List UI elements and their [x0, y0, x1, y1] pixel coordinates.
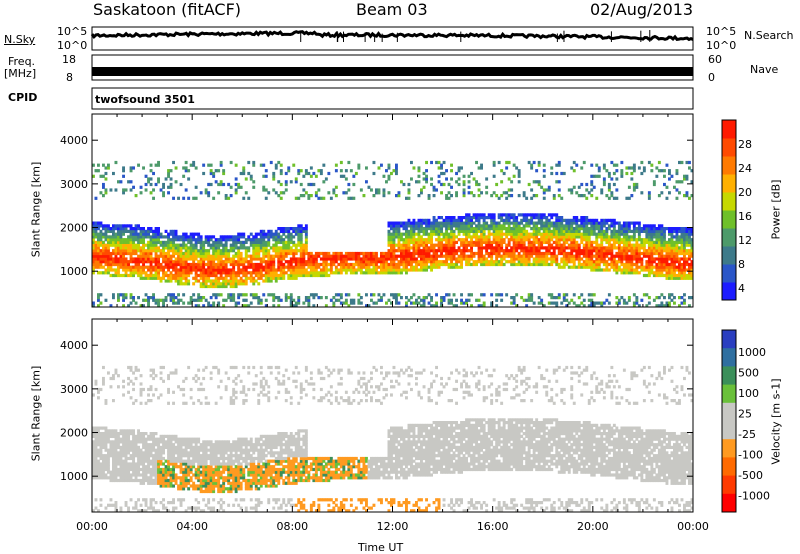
power-colorbar-swatch	[722, 210, 736, 229]
velocity-colorbar-swatch	[722, 384, 736, 404]
nsky-trace	[90, 30, 694, 42]
nave-tick-bottom: 0	[708, 71, 715, 84]
x-tick-label: 16:00	[477, 520, 509, 533]
y-tick-label: 4000	[60, 134, 88, 147]
power-colorbar-tick: 4	[738, 282, 745, 295]
velocity-colorbar-swatch	[722, 493, 736, 513]
nsky-tick-bottom: 10^0	[57, 39, 88, 52]
power-colorbar-swatch	[722, 120, 736, 139]
y-tick-label: 2000	[60, 222, 88, 235]
x-tick-label: 04:00	[176, 520, 208, 533]
cpid-program: twofsound 3501	[95, 93, 195, 106]
power-colorbar-tick: 16	[738, 210, 752, 223]
x-axis-label: Time UT	[358, 541, 404, 554]
velocity-colorbar-tick: -500	[738, 469, 763, 482]
velocity-colorbar-tick: 500	[738, 367, 759, 380]
nsky-tick-top: 10^5	[57, 25, 88, 38]
nave-tick-top: 60	[708, 53, 722, 66]
nave-label: Nave	[750, 63, 779, 76]
velocity-colorbar-swatch	[722, 366, 736, 386]
y-tick-label: 3000	[60, 178, 88, 191]
power-colorbar-swatch	[722, 156, 736, 175]
velocity-colorbar-tick: -1000	[738, 490, 770, 503]
velocity-colorbar-tick: 25	[738, 408, 752, 421]
freq-tick-top: 18	[62, 53, 76, 66]
beam-title: Beam 03	[356, 0, 428, 19]
power-colorbar-swatch	[722, 138, 736, 157]
power-heatmap-cells	[92, 160, 694, 308]
freq-band	[92, 67, 693, 76]
cpid-label: CPID	[8, 91, 38, 104]
power-colorbar-tick: 20	[738, 186, 752, 199]
power-colorbar-frame	[721, 119, 737, 301]
power-colorbar-swatch	[722, 282, 736, 301]
velocity-colorbar-tick: -100	[738, 449, 763, 462]
freq-tick-bottom: 8	[66, 71, 73, 84]
power-colorbar-swatch	[722, 264, 736, 283]
power-colorbar-tick: 24	[738, 162, 752, 175]
x-tick-label: 00:00	[76, 520, 108, 533]
power-colorbar-swatch	[722, 228, 736, 247]
power-colorbar-swatch	[722, 174, 736, 193]
nsearch-label: N.Search	[744, 29, 794, 42]
velocity-colorbar-swatch	[722, 330, 736, 349]
freq-unit-label: [MHz]	[4, 67, 37, 80]
velocity-colorbar-frame	[721, 329, 737, 513]
x-tick-label: 12:00	[377, 520, 409, 533]
power-colorbar-swatch	[722, 246, 736, 265]
velocity-colorbar-swatch	[722, 475, 736, 495]
velocity-colorbar-swatch	[722, 421, 736, 440]
y-tick-label: 3000	[60, 383, 88, 396]
x-tick-label: 08:00	[276, 520, 308, 533]
nsearch-tick-top: 10^5	[706, 25, 737, 38]
power-colorbar-swatch	[722, 192, 736, 211]
power-colorbar-tick: 8	[738, 258, 745, 271]
station-title: Saskatoon (fitACF)	[93, 0, 242, 19]
x-tick-label: 20:00	[577, 520, 609, 533]
date-title: 02/Aug/2013	[590, 0, 694, 19]
y-tick-label: 2000	[60, 427, 88, 440]
y-tick-label: 1000	[60, 265, 88, 278]
freq-label: Freq.	[8, 55, 36, 68]
x-tick-label: 00:00	[677, 520, 709, 533]
velocity-colorbar-swatch	[722, 402, 736, 422]
velocity-colorbar-tick: -25	[738, 428, 756, 441]
y-tick-label: 4000	[60, 339, 88, 352]
velocity-colorbar-swatch	[722, 457, 736, 477]
nsky-label: N.Sky	[4, 33, 36, 46]
velocity-heatmap-cells	[92, 365, 694, 513]
nsearch-tick-bottom: 10^0	[706, 39, 737, 52]
y-tick-label: 1000	[60, 470, 88, 483]
velocity-colorbar-tick: 100	[738, 387, 759, 400]
velocity-colorbar-tick: 1000	[738, 346, 766, 359]
velocity-colorbar-swatch	[722, 348, 736, 367]
power-colorbar-tick: 12	[738, 234, 752, 247]
velocity-colorbar-swatch	[722, 439, 736, 458]
power-colorbar-tick: 28	[738, 138, 752, 151]
cpid-panel-frame	[91, 87, 694, 110]
